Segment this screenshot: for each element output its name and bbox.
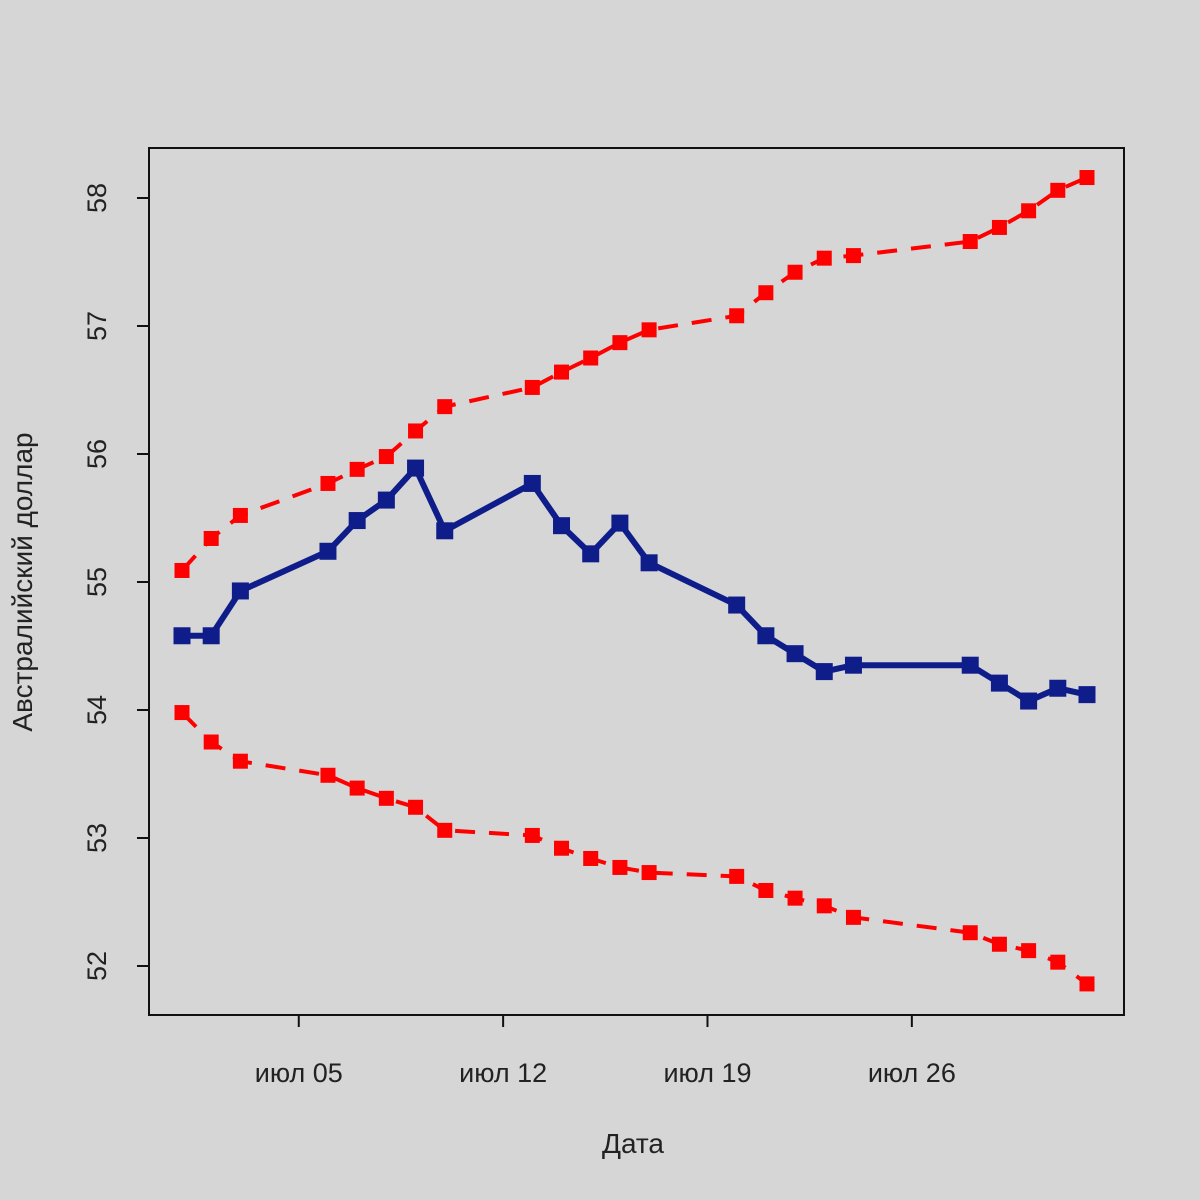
- y-tick-label: 57: [82, 311, 112, 341]
- data-point-lower: [1079, 976, 1095, 992]
- data-point-lower: [962, 925, 978, 941]
- data-point-upper: [845, 248, 861, 264]
- data-point-rate: [582, 545, 600, 563]
- data-point-rate: [990, 674, 1008, 692]
- data-point-upper: [232, 507, 248, 523]
- data-point-lower: [524, 827, 540, 843]
- data-point-lower: [232, 753, 248, 769]
- data-point-rate: [1078, 686, 1096, 704]
- y-tick-label: 58: [82, 183, 112, 213]
- data-point-rate: [553, 517, 571, 535]
- x-tick-label: июл 26: [868, 1058, 956, 1088]
- data-point-upper: [583, 350, 599, 366]
- data-point-lower: [612, 859, 628, 875]
- data-point-upper: [349, 461, 365, 477]
- data-point-lower: [174, 705, 190, 721]
- data-point-upper: [758, 285, 774, 301]
- data-point-lower: [320, 767, 336, 783]
- data-point-rate: [173, 627, 191, 645]
- data-point-lower: [729, 868, 745, 884]
- data-point-lower: [816, 898, 832, 914]
- data-point-rate: [231, 582, 249, 600]
- data-point-upper: [437, 399, 453, 415]
- data-point-rate: [319, 542, 337, 560]
- axes: 52 53 54 55 56 57 58 июл 05 июл 12 июл 19 июл 26: [82, 147, 1125, 1088]
- y-tick-label: 55: [82, 567, 112, 597]
- plot-area: [173, 170, 1096, 992]
- data-point-rate: [728, 596, 746, 614]
- data-point-upper: [612, 335, 628, 351]
- data-point-lower: [583, 850, 599, 866]
- data-point-lower: [437, 822, 453, 838]
- data-point-upper: [787, 264, 803, 280]
- data-point-rate: [1049, 679, 1067, 697]
- data-point-upper: [1079, 170, 1095, 186]
- data-point-lower: [554, 840, 570, 856]
- y-tick-label: 53: [82, 823, 112, 853]
- y-axis-label: Австралийский доллар: [7, 432, 38, 731]
- data-point-lower: [641, 865, 657, 881]
- data-point-rate: [523, 474, 541, 492]
- data-point-rate: [1020, 692, 1038, 710]
- data-point-lower: [787, 890, 803, 906]
- data-point-upper: [408, 423, 424, 439]
- data-point-lower: [378, 790, 394, 806]
- x-tick-label: июл 19: [663, 1058, 751, 1088]
- data-point-lower: [991, 936, 1007, 952]
- data-point-rate: [436, 522, 454, 540]
- data-point-rate: [786, 645, 804, 663]
- data-point-upper: [962, 234, 978, 250]
- y-tick-label: 56: [82, 439, 112, 469]
- data-point-rate: [640, 554, 658, 572]
- data-point-lower: [408, 799, 424, 815]
- data-point-upper: [174, 562, 190, 578]
- y-tick-label: 52: [82, 951, 112, 981]
- data-point-rate: [377, 491, 395, 509]
- data-point-upper: [203, 530, 219, 546]
- data-point-rate: [961, 656, 979, 674]
- data-point-rate: [815, 663, 833, 681]
- data-point-upper: [729, 308, 745, 324]
- data-point-lower: [1050, 954, 1066, 970]
- data-point-lower: [758, 882, 774, 898]
- data-point-rate: [611, 514, 629, 532]
- data-point-upper: [816, 250, 832, 266]
- data-point-upper: [1021, 203, 1037, 219]
- data-point-upper: [378, 449, 394, 465]
- data-point-lower: [1021, 943, 1037, 959]
- data-point-rate: [407, 459, 425, 477]
- data-point-lower: [203, 734, 219, 750]
- data-point-upper: [320, 475, 336, 491]
- data-point-rate: [348, 512, 366, 530]
- data-point-lower: [845, 909, 861, 925]
- x-axis-label: Дата: [602, 1128, 664, 1159]
- series-line-upper: [180, 175, 1088, 572]
- x-tick-label: июл 05: [255, 1058, 343, 1088]
- data-point-upper: [1050, 182, 1066, 198]
- data-point-lower: [349, 780, 365, 796]
- y-tick-label: 54: [82, 695, 112, 725]
- data-point-upper: [554, 364, 570, 380]
- data-point-upper: [641, 322, 657, 338]
- data-point-upper: [524, 379, 540, 395]
- data-point-rate: [757, 627, 775, 645]
- x-tick-label: июл 12: [459, 1058, 547, 1088]
- data-point-rate: [844, 656, 862, 674]
- data-point-upper: [991, 219, 1007, 235]
- data-point-rate: [202, 627, 220, 645]
